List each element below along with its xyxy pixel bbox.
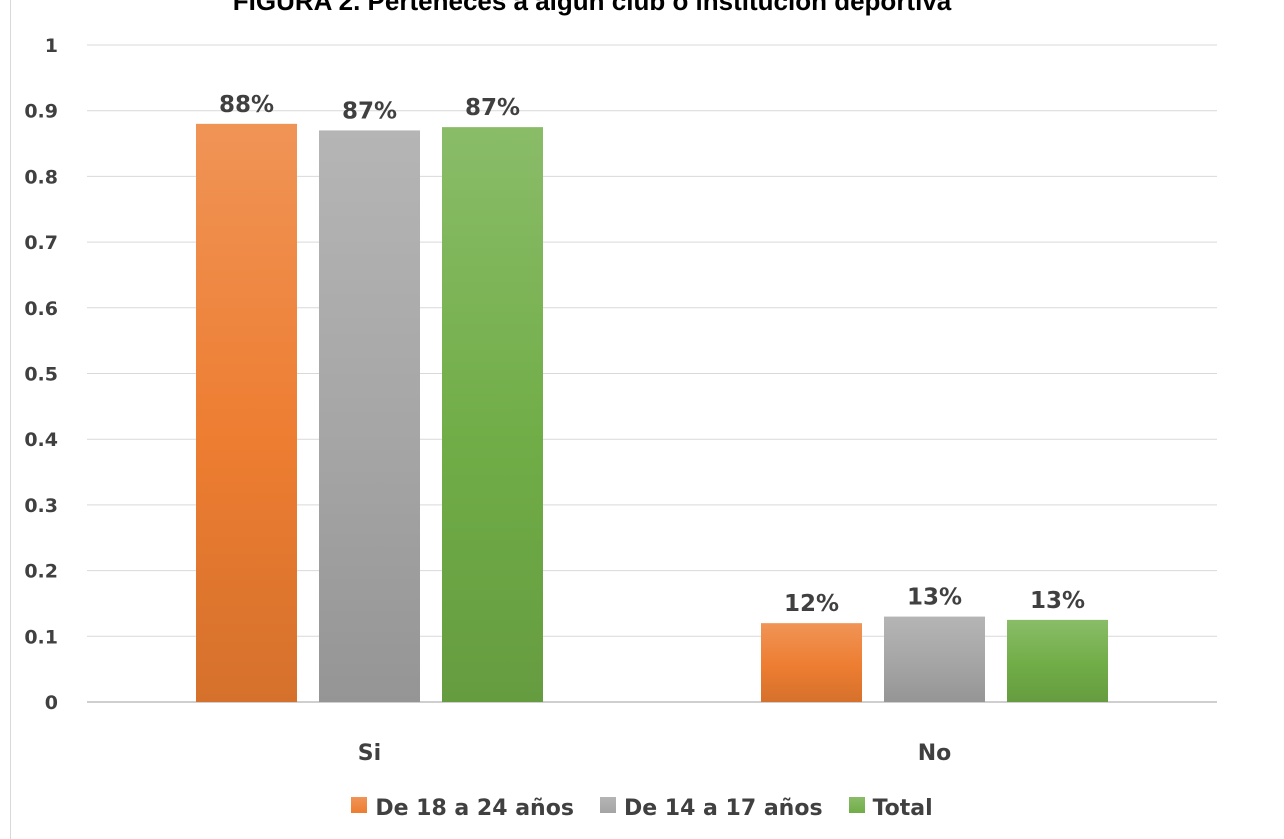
legend: De 18 a 24 años De 14 a 17 años Total <box>0 796 1284 821</box>
x-category-label: Si <box>358 741 381 766</box>
data-label: 12% <box>784 591 839 617</box>
chart-title: FIGURA 2. Perteneces a algún club o inst… <box>232 0 952 16</box>
legend-item: De 18 a 24 años <box>351 796 574 821</box>
bars <box>196 123 1108 703</box>
bar <box>761 623 862 702</box>
y-tick-label: 0.8 <box>24 166 58 188</box>
y-tick-label: 0 <box>45 692 58 714</box>
data-label: 87% <box>465 95 520 121</box>
bar <box>884 616 985 702</box>
data-label: 87% <box>342 98 397 124</box>
legend-swatch <box>351 796 368 813</box>
data-label: 13% <box>1030 588 1085 614</box>
y-tick-label: 0.3 <box>24 495 58 517</box>
legend-swatch <box>848 796 865 813</box>
x-category-label: No <box>918 741 952 766</box>
bar <box>319 130 420 702</box>
data-label: 13% <box>907 585 962 611</box>
y-axis-ticks: 0 0.1 0.2 0.3 0.4 0.5 0.6 0.7 0.8 0.9 1 <box>24 35 58 714</box>
bar <box>196 123 297 703</box>
y-tick-label: 0.9 <box>24 101 58 123</box>
y-tick-label: 0.2 <box>24 561 58 583</box>
x-axis-categories: Si No <box>358 741 951 766</box>
y-tick-label: 0.5 <box>24 364 58 386</box>
y-tick-label: 0.1 <box>24 626 58 648</box>
y-tick-label: 0.4 <box>24 429 58 451</box>
data-label: 88% <box>219 92 274 118</box>
bar <box>442 127 543 702</box>
chart-frame <box>10 0 1282 839</box>
legend-label: De 18 a 24 años <box>375 796 574 821</box>
y-tick-label: 0.7 <box>24 232 58 254</box>
data-labels: 88% 87% 87% 12% 13% 13% <box>219 92 1085 617</box>
legend-item: De 14 a 17 años <box>599 796 823 821</box>
y-tick-label: 1 <box>45 35 58 57</box>
y-tick-label: 0.6 <box>24 298 58 320</box>
bar <box>1007 619 1108 702</box>
legend-label: De 14 a 17 años <box>623 796 823 821</box>
legend-item: Total <box>848 796 933 821</box>
legend-label: Total <box>872 796 933 821</box>
legend-swatch <box>599 796 616 813</box>
